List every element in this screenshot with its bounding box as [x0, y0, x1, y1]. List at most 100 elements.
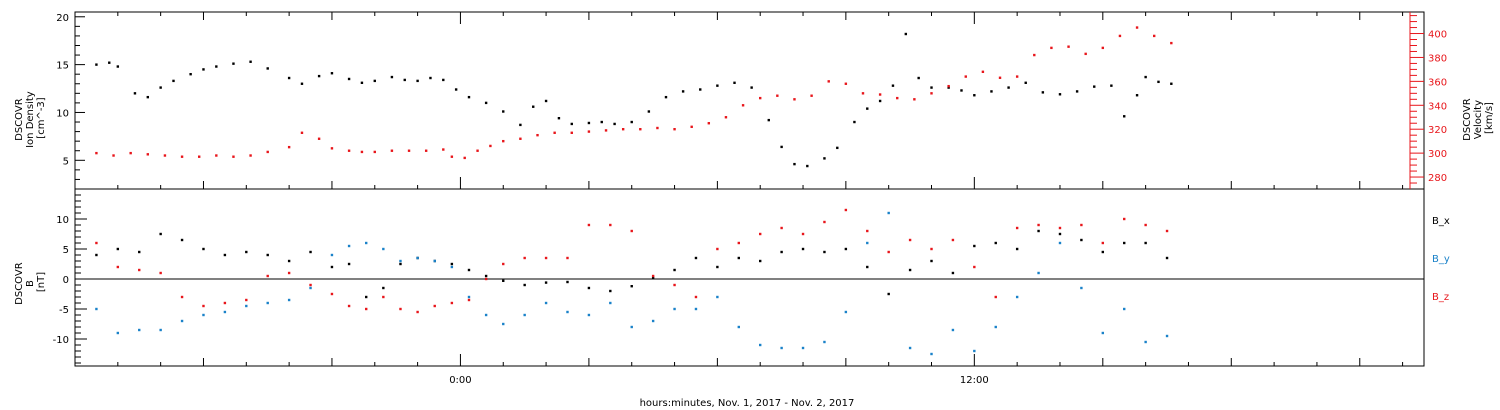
bx-point: [1101, 250, 1105, 254]
b-axis-title-line-1: DSCOVR: [14, 262, 25, 305]
bx-point: [450, 262, 454, 266]
bz-point: [399, 307, 402, 311]
bz-point: [951, 238, 955, 242]
bz-point: [382, 295, 385, 299]
velocity-point: [112, 154, 115, 157]
density-point: [390, 75, 394, 79]
velocity-point: [424, 149, 428, 152]
time-tick-label: 12:00: [960, 375, 989, 386]
velocity-point: [317, 137, 321, 140]
bx-point: [716, 265, 719, 269]
velocity-tick-label: 360: [1428, 77, 1447, 88]
velocity-point: [741, 104, 745, 107]
by-point: [587, 313, 591, 317]
legend-bx: B_x: [1432, 216, 1450, 227]
density-point: [266, 67, 269, 70]
velocity-point: [146, 153, 150, 156]
density-axis-title-line-3: [cm^-3]: [36, 97, 47, 138]
bz-point: [780, 226, 783, 230]
by-point: [887, 211, 890, 215]
density-point: [108, 61, 111, 64]
bx-point: [1080, 238, 1083, 242]
velocity-point: [553, 131, 556, 134]
density-point: [853, 120, 856, 124]
time-tick-label: 0:00: [449, 375, 471, 386]
bz-point: [673, 283, 676, 287]
time-axis-title: hours:minutes, Nov. 1, 2017 - Nov. 2, 20…: [640, 398, 855, 409]
by-point: [365, 241, 368, 245]
bz-point: [202, 304, 205, 308]
bx-point: [973, 244, 976, 248]
density-point: [249, 60, 252, 63]
b-axis-title: DSCOVR B [nT]: [14, 259, 47, 305]
b-tick-label: 5: [63, 245, 69, 256]
bx-point: [399, 262, 402, 266]
bz-point: [1037, 223, 1040, 227]
density-point: [502, 110, 505, 113]
density-point: [215, 65, 218, 68]
velocity-point: [998, 76, 1002, 79]
density-point: [780, 145, 783, 149]
velocity-axis-title-line-3: [km/s]: [1484, 102, 1495, 134]
bz-point: [347, 304, 351, 308]
bx-point: [138, 250, 141, 254]
by-point: [866, 241, 869, 245]
velocity-point: [95, 151, 98, 155]
bx-point: [202, 247, 205, 251]
b-axis-title-line-2: B: [25, 280, 36, 287]
density-point: [917, 76, 920, 80]
velocity-point: [621, 128, 625, 131]
velocity-point: [656, 126, 659, 130]
velocity-point: [759, 96, 762, 100]
bx-point: [159, 232, 162, 236]
bz-point: [1015, 226, 1019, 230]
density-point: [699, 88, 702, 91]
bz-point: [823, 220, 826, 224]
bx-point: [382, 286, 385, 290]
bz-point: [287, 271, 291, 275]
velocity-point: [861, 92, 865, 95]
bx-point: [365, 295, 368, 299]
density-point: [960, 89, 963, 92]
bx-point: [587, 286, 591, 290]
velocity-point: [163, 154, 167, 157]
velocity-point: [519, 137, 522, 140]
by-point: [994, 325, 997, 329]
velocity-point: [463, 156, 466, 160]
density-point: [664, 95, 668, 99]
bx-point: [780, 250, 783, 254]
velocity-point: [1101, 46, 1105, 50]
by-point: [1101, 331, 1105, 335]
bx-point: [630, 285, 633, 288]
velocity-tick-label: 280: [1428, 173, 1447, 184]
velocity-point: [266, 150, 269, 154]
density-point: [570, 122, 573, 126]
density-point: [1170, 82, 1173, 85]
density-tick-label: 15: [56, 61, 69, 72]
density-tick-label: 5: [63, 156, 69, 167]
bx-point: [866, 265, 869, 269]
by-point: [180, 319, 184, 323]
density-point: [347, 77, 351, 81]
bx-point: [544, 281, 548, 284]
bz-point: [994, 295, 997, 299]
bz-point: [433, 304, 436, 308]
density-axis-title-line-1: DSCOVR: [14, 98, 25, 141]
by-point: [95, 307, 98, 311]
by-point: [116, 331, 120, 335]
velocity-point: [827, 80, 830, 83]
bx-point: [609, 289, 612, 293]
b-axis-title-line-3: [nT]: [36, 272, 47, 292]
velocity-point: [1084, 52, 1087, 56]
velocity-point: [930, 92, 933, 95]
velocity-point: [1033, 53, 1036, 57]
density-point: [681, 90, 685, 93]
velocity-point: [180, 155, 184, 158]
bx-point: [180, 238, 184, 242]
time-axis-ticks: 0:00 12:00: [117, 12, 1404, 386]
bx-point: [908, 268, 912, 272]
bx-point: [95, 253, 98, 257]
bz-point: [223, 301, 227, 305]
density-point: [317, 74, 321, 78]
velocity-point: [793, 98, 796, 101]
